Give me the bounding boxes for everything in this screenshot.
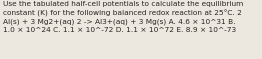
Text: Use the tabulated half-cell potentials to calculate the equilibrium
constant (K): Use the tabulated half-cell potentials t… [3,1,243,33]
